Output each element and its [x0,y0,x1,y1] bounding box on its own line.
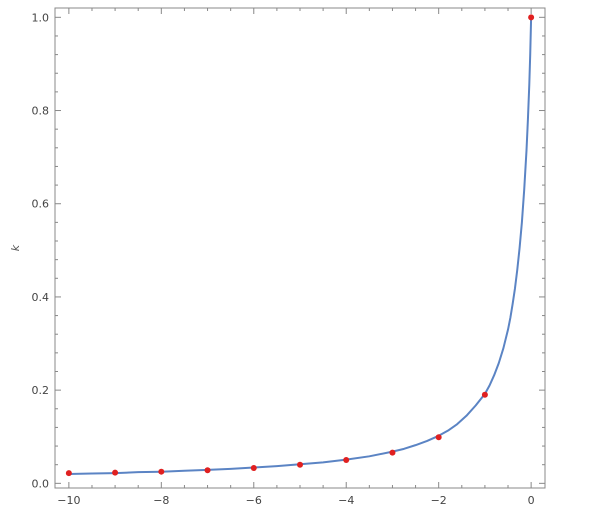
ticks [55,8,545,488]
tick-labels: −10 −8 −6 −4 −2 0 0.0 0.2 0.4 0.6 0.8 1.0 [32,11,535,507]
x-tick-label: −8 [153,494,169,507]
data-point [250,464,257,471]
data-point [435,434,442,441]
series-lines [67,16,533,476]
x-tick-label: −2 [431,494,447,507]
data-point [112,469,119,476]
data-point [343,457,350,464]
series-points [65,14,535,477]
data-point [65,470,72,477]
y-tick-label: 0.8 [32,105,50,118]
y-tick-label: 0.6 [32,198,50,211]
x-tick-label: −4 [338,494,354,507]
y-axis-label: k [9,244,22,251]
data-point [389,449,396,456]
x-tick-label: −10 [57,494,80,507]
x-tick-label: −6 [246,494,262,507]
data-point [481,391,488,398]
y-tick-label: 0.4 [32,291,50,304]
data-point [528,14,535,21]
x-tick-label: 0 [528,494,535,507]
y-tick-label: 0.0 [32,477,50,490]
y-tick-label: 1.0 [32,11,50,24]
data-point [204,467,211,474]
series-line-0 [67,16,533,476]
plot-frame [54,7,546,489]
y-tick-label: 0.2 [32,384,50,397]
data-point [158,468,165,475]
data-point [297,461,303,468]
